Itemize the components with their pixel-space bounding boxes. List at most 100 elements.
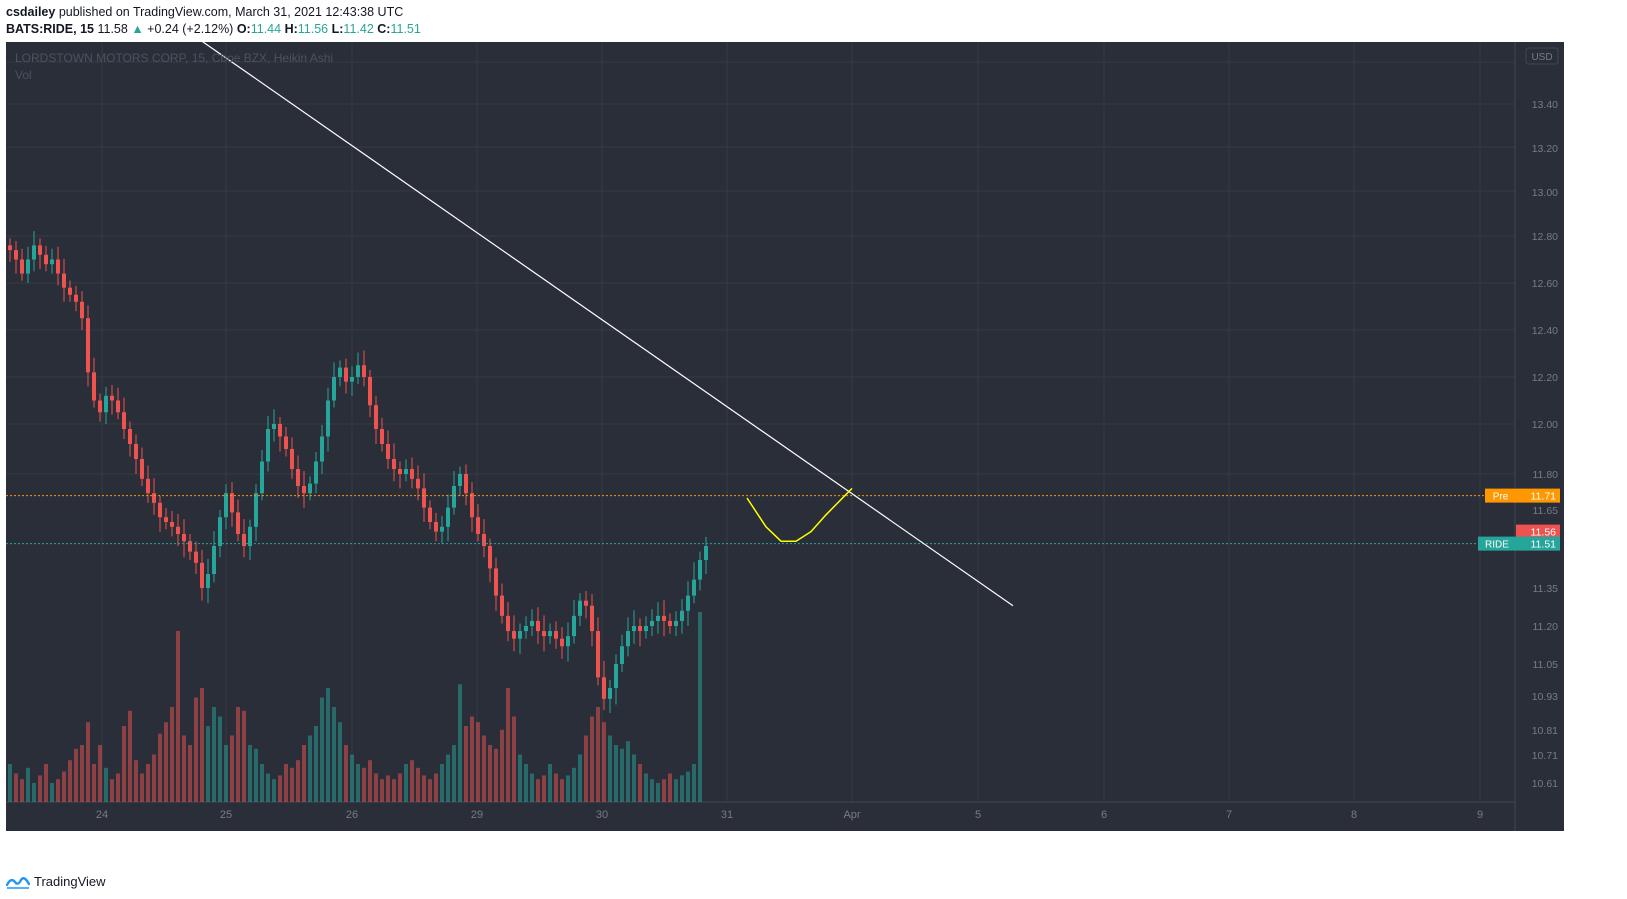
time-tick-label: 29 (471, 809, 483, 821)
volume-bar (686, 771, 690, 802)
candle-body (80, 301, 84, 319)
candle-body (242, 534, 246, 546)
high-label: H: (284, 22, 298, 36)
candle-body (332, 377, 336, 401)
volume-bar (194, 697, 198, 802)
candle-body (140, 459, 144, 479)
price-flag-tag (1478, 536, 1516, 551)
candle-body (170, 522, 174, 527)
volume-bar (290, 767, 294, 802)
price-label-value: 11.56 (1531, 527, 1557, 539)
candle-body (458, 474, 462, 486)
volume-bar (392, 779, 396, 802)
candle-body (74, 294, 78, 302)
candle-body (404, 469, 408, 474)
volume-bar (590, 716, 594, 802)
price-tick-label: 11.80 (1533, 469, 1559, 481)
candle-body (320, 436, 324, 462)
candle-body (218, 517, 222, 546)
volume-bar (14, 773, 18, 802)
candle-body (194, 551, 198, 563)
volume-bar (674, 779, 678, 802)
candle-body (368, 377, 372, 406)
volume-bar (644, 773, 648, 802)
price-flag-tag (1485, 488, 1516, 503)
candle-body (374, 405, 378, 429)
volume-bar (92, 764, 96, 802)
candle-body (578, 600, 582, 616)
price-tick-label: 10.71 (1532, 750, 1558, 762)
candle-body (20, 259, 24, 274)
volume-bar (620, 748, 624, 802)
volume-bar (632, 754, 636, 802)
time-tick-label: 31 (721, 809, 733, 821)
candle-body (56, 259, 60, 274)
candle-body (536, 620, 540, 632)
candle-body (350, 377, 354, 382)
volume-bar (500, 729, 504, 802)
volume-bar (680, 775, 684, 802)
volume-bar (368, 760, 372, 802)
volume-bar (656, 783, 660, 802)
volume-bar (266, 773, 270, 802)
price-tick-label: 13.40 (1532, 99, 1558, 111)
volume-bar (374, 773, 378, 802)
author-name[interactable]: csdailey (6, 5, 56, 19)
candle-body (68, 287, 72, 295)
volume-bar (344, 745, 348, 802)
price-tick-label: 13.00 (1532, 187, 1558, 199)
volume-bar (50, 783, 54, 802)
price-label-box (1516, 536, 1560, 551)
symbol: BATS:RIDE, 15 (6, 22, 94, 36)
candle-body (188, 541, 192, 552)
volume-bar (278, 775, 282, 802)
price-label-box (1516, 488, 1560, 503)
candle-body (236, 512, 240, 534)
candle-body (44, 254, 48, 265)
volume-bar (122, 726, 126, 802)
candle-body (398, 469, 402, 474)
candle-body (686, 595, 690, 611)
candle-body (608, 688, 612, 699)
chart-background (6, 42, 1564, 831)
tradingview-brand[interactable]: TradingView (34, 874, 106, 889)
time-tick-label: 30 (596, 809, 608, 821)
volume-bar (524, 764, 528, 802)
volume-bar (254, 748, 258, 802)
time-tick-label: Apr (843, 809, 860, 821)
candle-body (542, 631, 546, 637)
candle-body (386, 444, 390, 459)
candle-body (278, 424, 282, 437)
volume-bar (242, 710, 246, 802)
volume-bar (128, 710, 132, 802)
volume-bar (488, 745, 492, 802)
volume-bar (260, 764, 264, 802)
price-label-box (1516, 524, 1560, 539)
candle-body (32, 245, 36, 260)
tradingview-logo-icon[interactable] (6, 875, 30, 889)
volume-bar (200, 688, 204, 802)
volume-bar (536, 779, 540, 802)
time-tick-label: 7 (1226, 809, 1232, 821)
candle-body (566, 636, 570, 647)
candle-body (128, 429, 132, 444)
candle-body (482, 534, 486, 546)
volume-bar (98, 745, 102, 802)
candle-body (698, 560, 702, 580)
volume-bar (236, 707, 240, 802)
volume-bar (494, 748, 498, 802)
last-price: 11.58 (97, 22, 128, 36)
chart-canvas[interactable]: USD 13.40 13.20 13.00 12.80 12.60 12.40 12.20 12… (6, 42, 1564, 831)
candle-body (488, 546, 492, 569)
time-tick-label: 26 (346, 809, 358, 821)
candle-body (428, 507, 432, 522)
candle-body (416, 478, 420, 489)
candle-body (62, 273, 66, 288)
volume-bar (26, 767, 30, 802)
volume-bar (482, 735, 486, 802)
volume-bar (224, 745, 228, 802)
volume-bar (110, 779, 114, 802)
candle-body (314, 461, 318, 484)
price-change: +0.24 (+2.12%) (147, 22, 234, 36)
volume-bar (62, 771, 66, 802)
